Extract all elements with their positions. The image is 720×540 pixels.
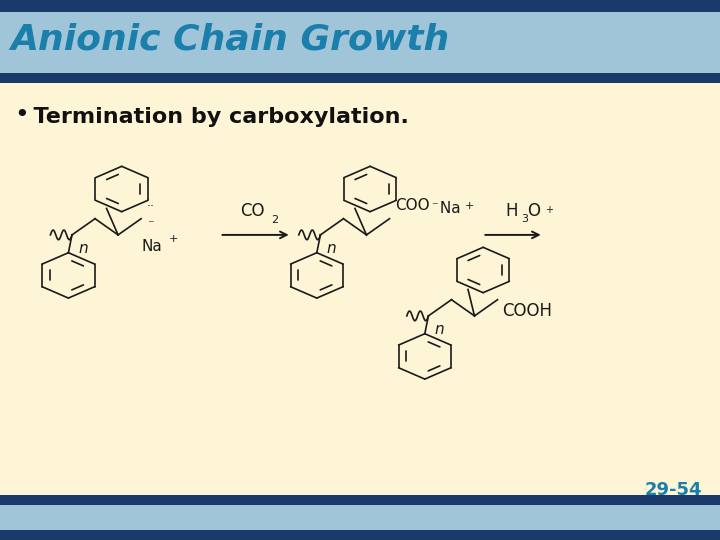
Text: n: n [78, 241, 88, 256]
Text: COO: COO [395, 198, 430, 213]
Text: H: H [505, 202, 518, 220]
Text: ⁻: ⁻ [147, 219, 153, 232]
Text: Termination by carboxylation.: Termination by carboxylation. [18, 107, 409, 127]
Text: Anionic Chain Growth: Anionic Chain Growth [11, 23, 450, 57]
Bar [0, 12, 720, 73]
Text: 2: 2 [271, 215, 279, 225]
Text: Na: Na [435, 201, 461, 216]
Bar [0, 505, 720, 530]
Bar [0, 0, 720, 12]
Text: •: • [14, 103, 29, 127]
Text: 29-54: 29-54 [644, 481, 702, 500]
Bar [0, 530, 720, 540]
Text: 3: 3 [521, 213, 528, 224]
Text: ··: ·· [147, 200, 155, 213]
Text: n: n [434, 322, 444, 338]
Text: n: n [326, 241, 336, 256]
Text: COOH: COOH [502, 302, 552, 320]
Text: CO: CO [240, 202, 264, 220]
Text: +: + [168, 234, 178, 244]
Text: Na: Na [141, 239, 162, 254]
Text: O: O [527, 202, 541, 220]
Bar [0, 73, 720, 83]
Text: +: + [546, 205, 554, 215]
Bar [0, 495, 720, 505]
Text: ⁻: ⁻ [431, 200, 438, 213]
Text: +: + [464, 200, 474, 211]
